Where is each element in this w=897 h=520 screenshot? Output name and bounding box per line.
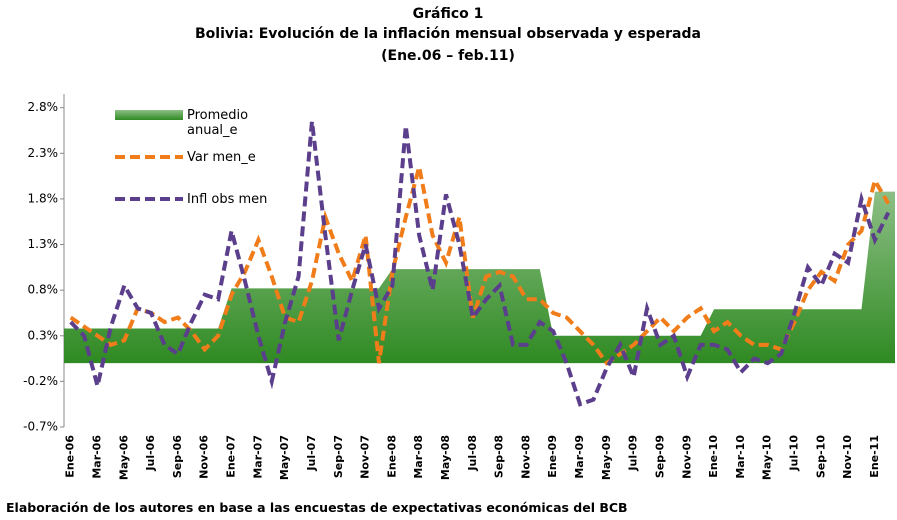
- x-tick-label: Ene-07: [225, 435, 238, 478]
- x-tick-label: Nov-10: [841, 435, 854, 479]
- x-tick-label: May-09: [600, 435, 613, 480]
- line: [69, 166, 891, 366]
- x-tick-label: Sep-09: [653, 435, 666, 478]
- x-tick-label: May-06: [117, 435, 130, 480]
- x-tick-label: Ene-10: [707, 435, 720, 478]
- legend-label: Infl obs men: [187, 192, 268, 207]
- x-tick-label: Sep-06: [171, 435, 184, 478]
- legend-swatch-area: [115, 110, 183, 120]
- x-tick-label: Jul-06: [144, 435, 157, 472]
- x-tick-label: Jul-09: [627, 435, 640, 472]
- x-tick-label: Sep-10: [814, 435, 827, 478]
- y-tick-label: -0.7%: [23, 420, 58, 434]
- x-tick-label: Jul-07: [305, 435, 318, 472]
- x-tick-label: Ene-08: [385, 435, 398, 478]
- x-tick-label: Nov-07: [359, 435, 372, 479]
- legend-swatch: [115, 155, 183, 159]
- legend-item: Promedio anual_e: [115, 108, 282, 150]
- legend: Promedio anual_e Var men_e Infl obs men: [115, 108, 282, 234]
- legend-item: Var men_e: [115, 150, 282, 192]
- legend-swatch: [115, 110, 183, 120]
- chart: Gráfico 1 Bolivia: Evolución de la infla…: [23, 6, 895, 480]
- legend-label: Promedio anual_e: [187, 108, 249, 138]
- y-tick-label: 2.8%: [28, 100, 59, 114]
- x-tick-label: Mar-08: [412, 435, 425, 479]
- x-tick-label: May-10: [761, 435, 774, 480]
- x-tick-label: Mar-10: [734, 435, 747, 479]
- x-tick-label: Mar-06: [91, 435, 104, 479]
- x-tick-label: May-08: [439, 435, 452, 480]
- x-tick-label: Ene-11: [868, 435, 881, 478]
- x-tick-label: Ene-09: [546, 435, 559, 478]
- x-tick-label: Jul-10: [787, 435, 800, 472]
- plot-area: -0.7% -0.2% 0.3% 0.8% 1.3% 1.8% 2.3% 2.8% Ene-06…: [23, 94, 895, 480]
- source-note: Elaboración de los autores en base a las…: [6, 500, 628, 515]
- legend-swatch: [115, 197, 183, 201]
- legend-label: Var men_e: [187, 150, 256, 165]
- x-tick-label: Sep-08: [493, 435, 506, 478]
- x-tick-label: Nov-09: [680, 435, 693, 479]
- legend-item: Infl obs men: [115, 192, 282, 234]
- line: [69, 121, 891, 407]
- y-tick-label: 2.3%: [28, 146, 59, 160]
- y-tick-label: -0.2%: [23, 374, 58, 388]
- x-tick-label: Nov-06: [198, 435, 211, 479]
- y-tick-label: 1.3%: [28, 237, 59, 251]
- x-tick-label: Ene-06: [64, 435, 77, 478]
- y-tick-label: 0.3%: [28, 328, 59, 342]
- x-tick-label: Jul-08: [466, 435, 479, 472]
- y-tick-label: 0.8%: [28, 283, 59, 297]
- x-tick-label: Mar-09: [573, 435, 586, 479]
- y-tick-label: 1.8%: [28, 191, 59, 205]
- chart-subtitle: Bolivia: Evolución de la inflación mensu…: [195, 26, 701, 42]
- x-tick-label: Sep-07: [332, 435, 345, 478]
- area: [64, 191, 895, 364]
- x-tick-label: Nov-08: [519, 435, 532, 479]
- x-tick-label: Mar-07: [251, 435, 264, 479]
- chart-period: (Ene.06 – feb.11): [381, 48, 515, 64]
- x-tick-label: May-07: [278, 435, 291, 480]
- chart-title: Gráfico 1: [413, 6, 484, 22]
